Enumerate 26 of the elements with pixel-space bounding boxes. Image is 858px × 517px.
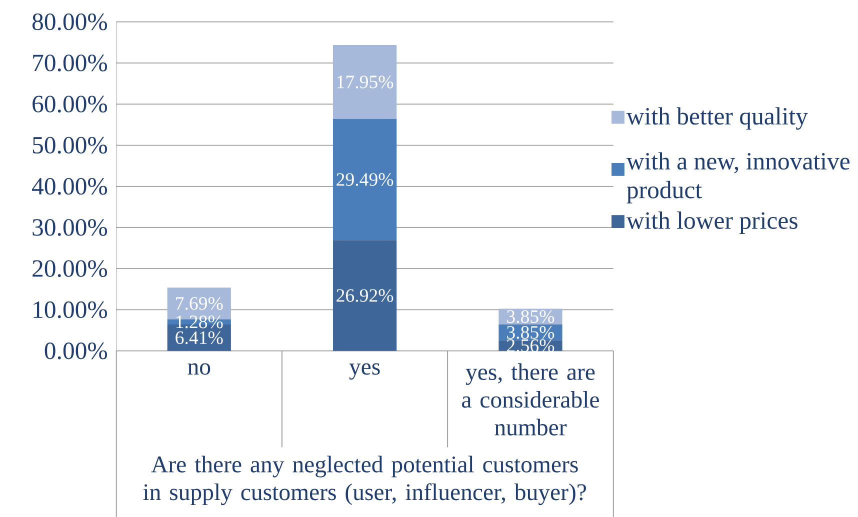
x-tick-label: yes, there are a considerable number: [462, 363, 599, 436]
x-tick-label: no: [188, 363, 210, 375]
legend-label: with lower prices: [626, 211, 798, 234]
y-tick-label: 0.00%: [44, 342, 108, 360]
data-label: 7.69%: [176, 296, 223, 310]
data-label: 6.41%: [176, 331, 223, 344]
data-label: 17.95%: [337, 75, 394, 88]
y-tick-label: 80.00%: [32, 13, 108, 30]
bar: [333, 44, 397, 119]
y-tick-label: 40.00%: [32, 178, 108, 195]
bar: [333, 118, 397, 240]
data-label: 1.28%: [176, 315, 223, 328]
y-tick-label: 10.00%: [34, 301, 108, 318]
data-label: 26.92%: [336, 289, 394, 302]
y-tick-label: 30.00%: [32, 218, 108, 236]
y-tick-label: 60.00%: [32, 96, 108, 112]
y-tick-label: 20.00%: [32, 260, 108, 277]
x-axis-title: Are there any neglected potential customers in supply customers (user, influencer, buyer)?: [143, 456, 586, 505]
data-label: 3.85%: [507, 310, 554, 323]
data-label: 3.85%: [507, 326, 554, 339]
x-tick-label: yes: [349, 363, 380, 380]
data-label: 29.49%: [336, 173, 394, 186]
legend-label: with better quality: [626, 107, 808, 130]
bar: [333, 240, 397, 351]
y-tick-label: 50.00%: [32, 136, 108, 154]
y-tick-label: 70.00%: [33, 54, 108, 72]
